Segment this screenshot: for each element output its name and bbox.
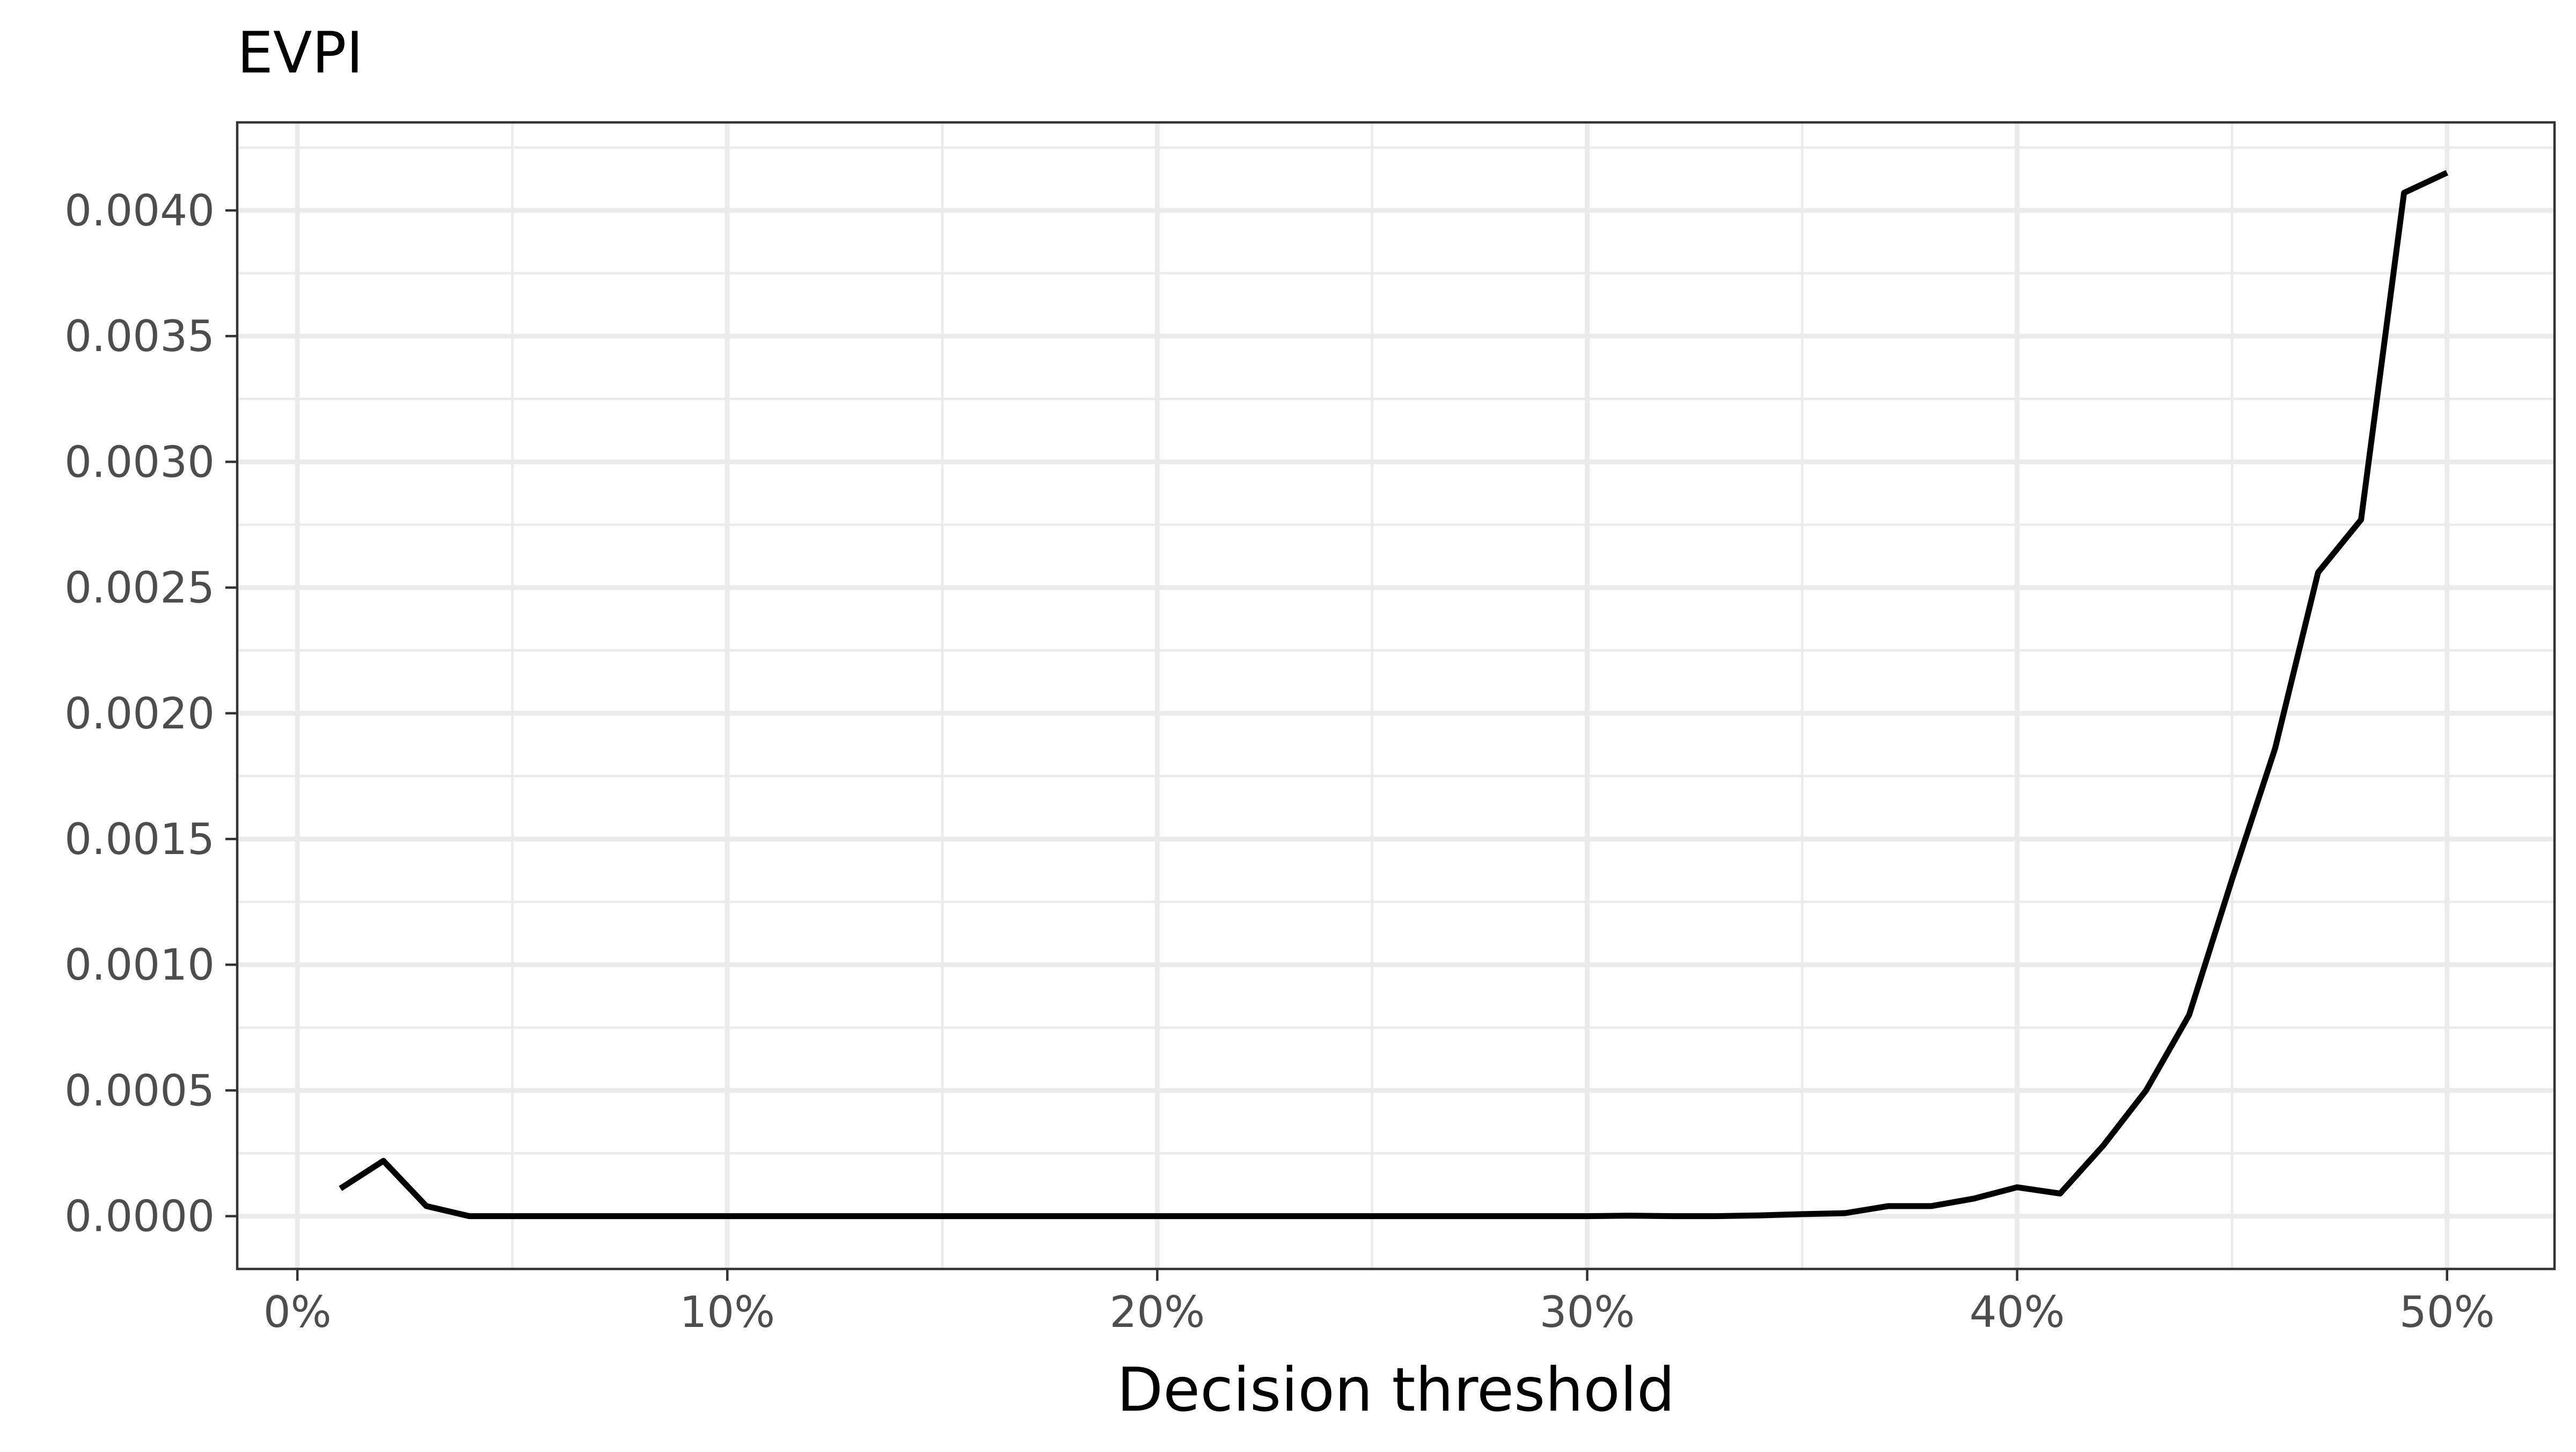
axis-layer: 0% 10% 20% 30% 40% 50% 0.0000 0.0005 0.0010 0.001…: [64, 186, 2495, 1337]
grid-layer: [237, 122, 2555, 1269]
x-tick-label: 0%: [264, 1287, 332, 1337]
x-tick-label: 40%: [1970, 1287, 2065, 1337]
y-tick-label: 0.0010: [64, 940, 215, 990]
y-tick-label: 0.0020: [64, 689, 215, 739]
y-tick-label: 0.0015: [64, 814, 215, 864]
evpi-series-line: [339, 170, 2449, 1220]
y-tick-label: 0.0030: [64, 437, 215, 487]
x-tick-label: 20%: [1109, 1287, 1205, 1337]
y-tick-label: 0.0005: [64, 1066, 215, 1115]
x-tick-label: 10%: [679, 1287, 775, 1337]
line-layer: [339, 170, 2449, 1220]
x-tick-label: 50%: [2399, 1287, 2495, 1337]
y-tick-label: 0.0040: [64, 186, 215, 236]
y-tick-label: 0.0035: [64, 311, 215, 361]
x-axis-title: Decision threshold: [1117, 1355, 1675, 1425]
x-tick-label: 30%: [1540, 1287, 1635, 1337]
panel-border: [236, 121, 2556, 1271]
chart-title: EVPI: [237, 20, 363, 86]
y-tick-label: 0.0025: [64, 563, 215, 613]
y-tick-label: 0.0000: [64, 1192, 215, 1242]
